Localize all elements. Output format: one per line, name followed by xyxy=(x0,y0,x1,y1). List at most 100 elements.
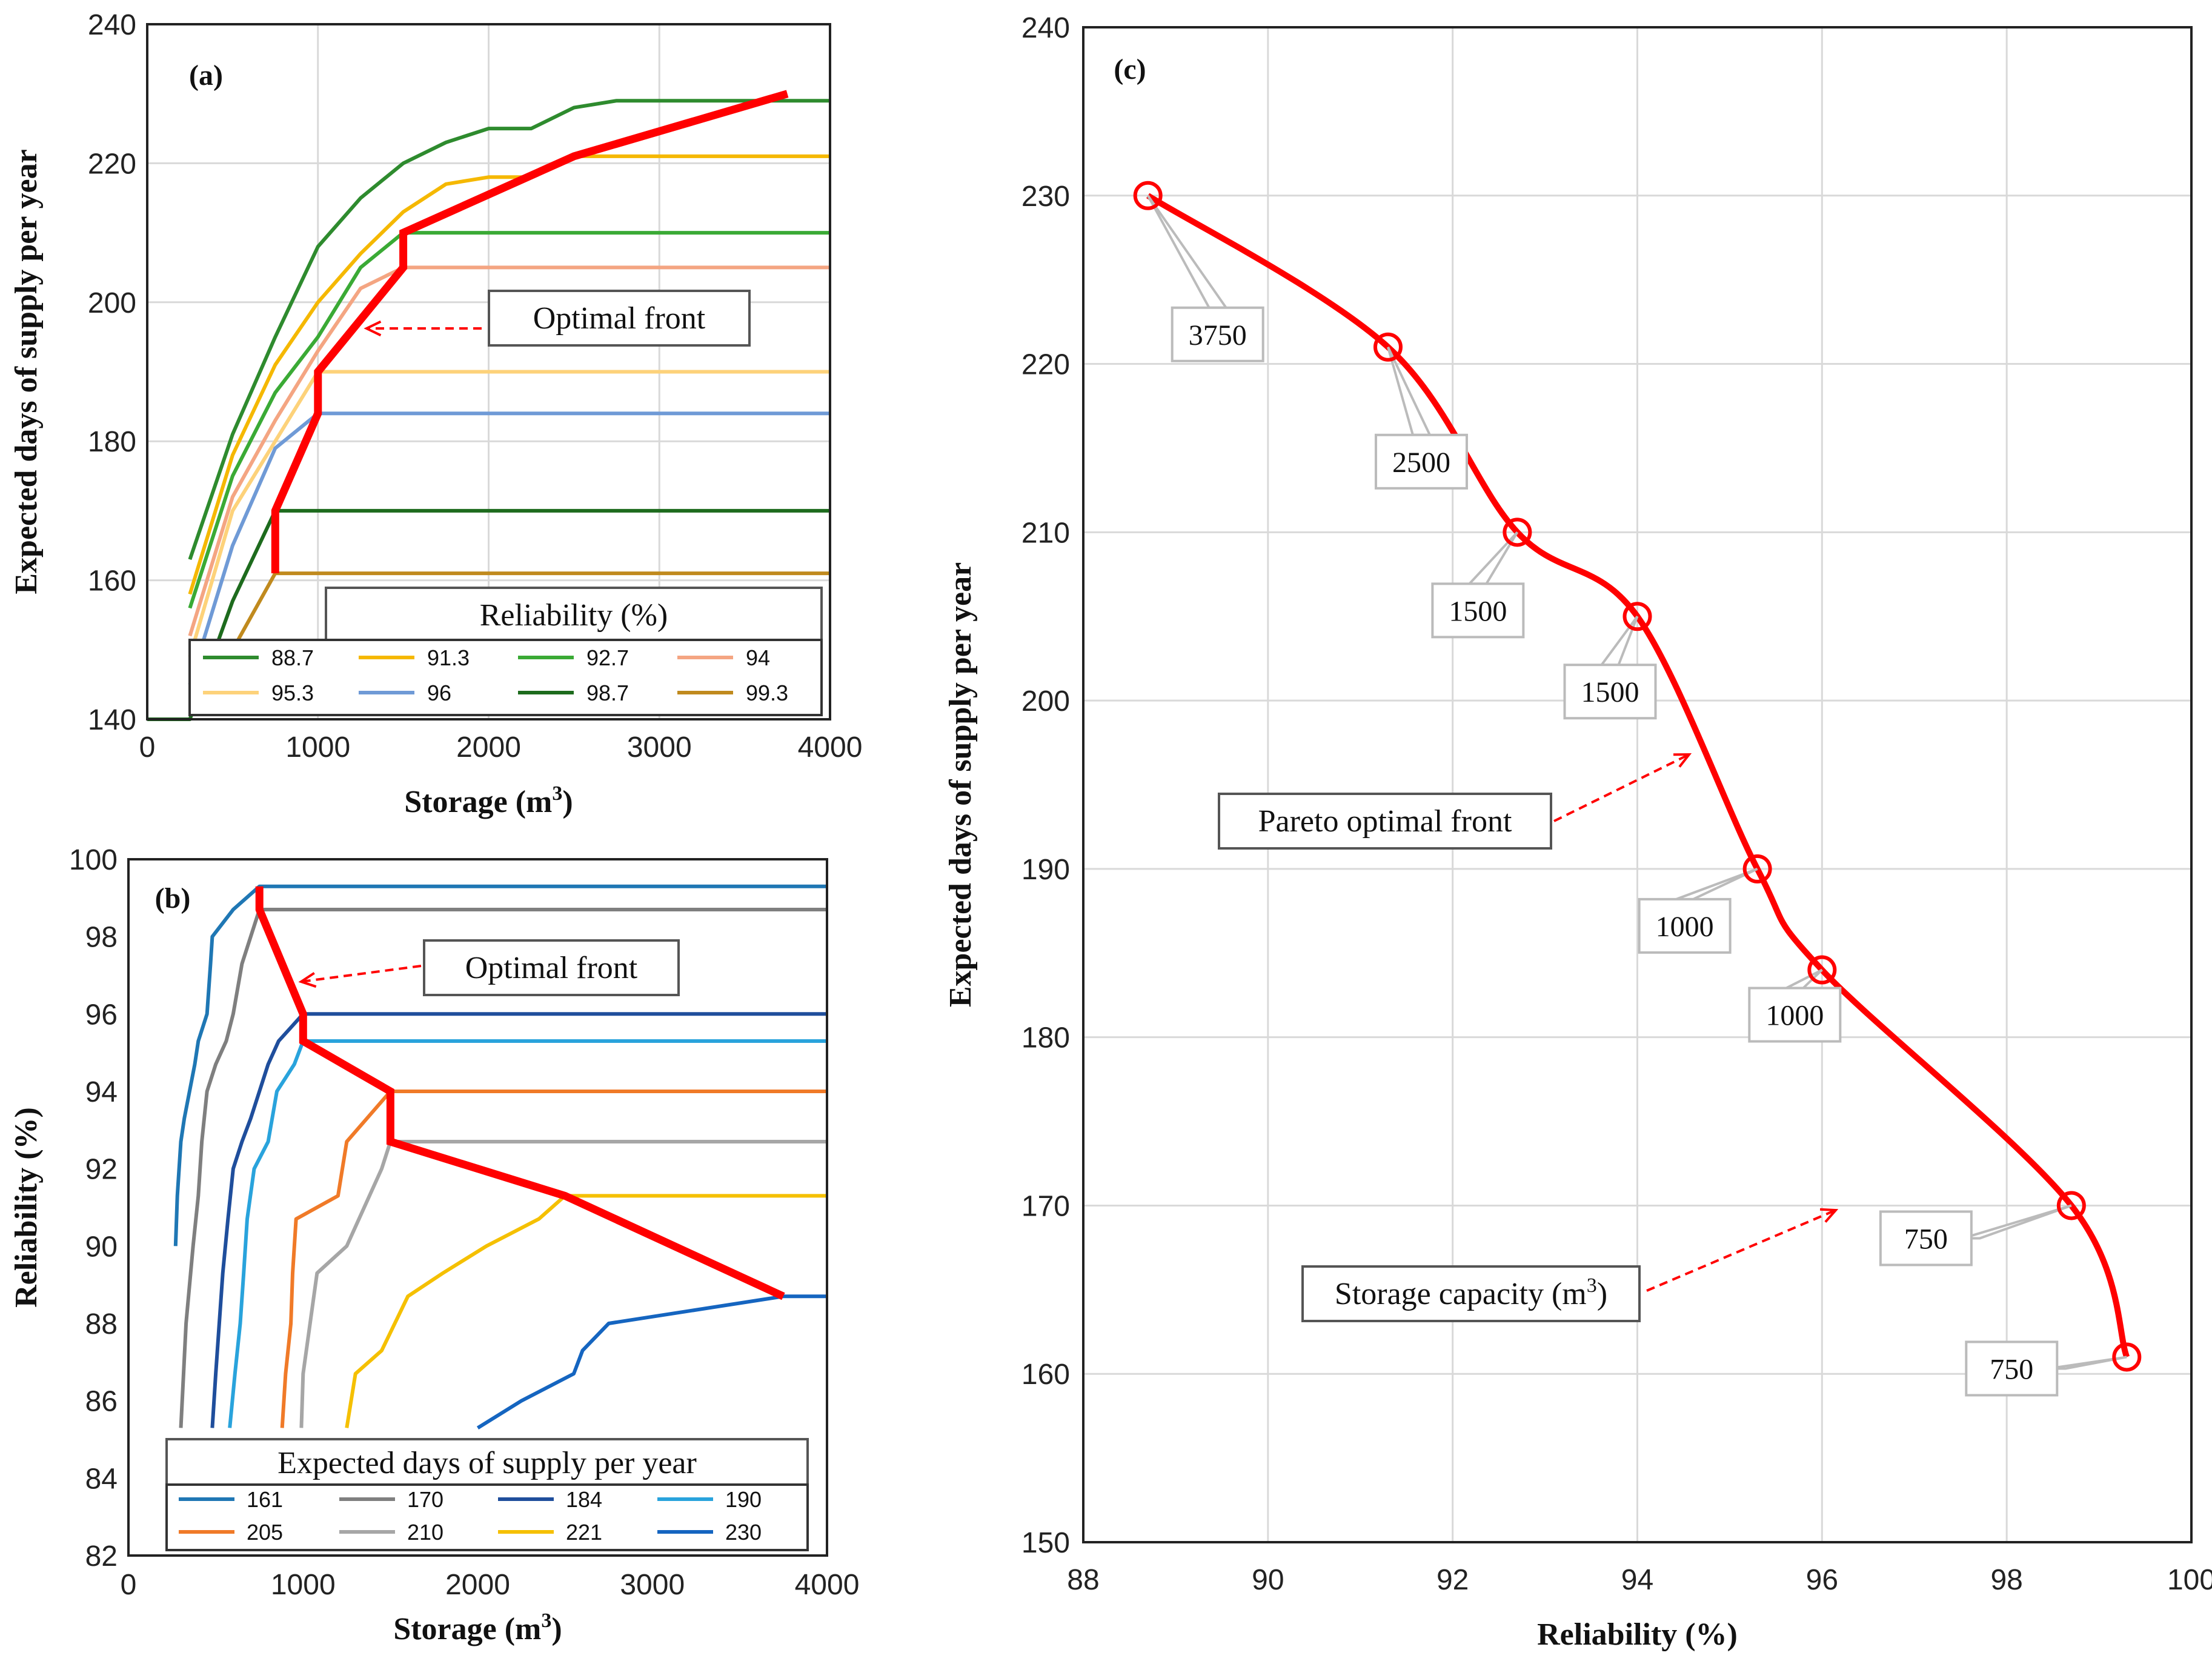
annotation-arrow xyxy=(301,965,422,983)
y-tick-label: 190 xyxy=(1021,854,1070,886)
x-tick-label: 2000 xyxy=(445,1569,510,1601)
callout-pointer xyxy=(1599,616,1639,667)
plot-frame xyxy=(146,23,831,721)
legend-entry: 94 xyxy=(746,645,770,670)
x-axis-title: Storage (m3) xyxy=(404,782,573,819)
data-point-marker xyxy=(1503,518,1532,547)
optimal-front-line xyxy=(255,886,785,1300)
x-tick-label: 4000 xyxy=(798,731,863,764)
x-tick-label: 4000 xyxy=(795,1569,860,1601)
panel-label: (a) xyxy=(189,59,223,92)
storage-label: 1000 xyxy=(1656,911,1714,943)
series-line-190 xyxy=(228,1039,827,1428)
legend-entry: 88.7 xyxy=(271,645,314,670)
callout-box xyxy=(1748,987,1842,1043)
legend-entry: 92.7 xyxy=(586,645,629,670)
x-tick-label: 94 xyxy=(1621,1564,1653,1596)
callout-pointer xyxy=(1785,968,1823,990)
series-line-205 xyxy=(280,1090,827,1428)
series-line-95.3 xyxy=(188,370,830,657)
data-point-marker xyxy=(2056,1191,2086,1220)
y-tick-label: 86 xyxy=(85,1386,118,1418)
y-tick-label: 160 xyxy=(1021,1359,1070,1391)
x-tick-label: 90 xyxy=(1252,1564,1284,1596)
storage-label: 750 xyxy=(1904,1223,1948,1255)
storage-label: 750 xyxy=(1990,1353,2033,1385)
annotation-storage-box xyxy=(1301,1265,1641,1322)
series-line-230 xyxy=(476,1294,827,1429)
series-line-210 xyxy=(299,1140,827,1428)
series-line-170 xyxy=(179,908,827,1428)
panel-label: (c) xyxy=(1114,53,1146,85)
arrow-head xyxy=(364,320,382,337)
panel-c: 150 160 170 180 190 200 210 220 230 240 88 90 92 94 96… xyxy=(943,12,2212,1652)
callout-pointer xyxy=(1146,195,1229,309)
y-tick-label: 96 xyxy=(85,999,118,1031)
legend-entry: 184 xyxy=(566,1487,602,1512)
y-tick-label: 170 xyxy=(1021,1190,1070,1222)
data-point-marker xyxy=(1373,332,1403,362)
callout-pointer xyxy=(1466,531,1519,585)
x-axis-title-sup: 3 xyxy=(541,1609,551,1632)
y-tick-label: 98 xyxy=(85,922,118,954)
annotation-storage-capacity: Storage capacity (m3) xyxy=(1335,1274,1607,1311)
callout-pointer xyxy=(1962,1204,2072,1240)
y-tick-label: 84 xyxy=(85,1463,118,1495)
y-axis-title: Expected days of supply per year xyxy=(943,562,978,1007)
y-tick-label: 140 xyxy=(88,704,136,736)
callout-box xyxy=(1879,1210,1973,1266)
plot-frame xyxy=(1082,26,2193,1543)
legend-entry: 190 xyxy=(725,1487,762,1512)
x-axis-title: Reliability (%) xyxy=(1537,1617,1738,1652)
x-tick-label: 88 xyxy=(1067,1564,1099,1596)
annotation-optimal-front: Optimal front xyxy=(533,301,706,336)
legend: 161 170 184 190 205 210 221 230 xyxy=(165,1483,809,1551)
y-tick-label: 88 xyxy=(85,1308,118,1340)
legend-box xyxy=(165,1483,809,1551)
pareto-front-line xyxy=(1146,193,2130,1359)
legend-entry: 210 xyxy=(407,1520,443,1545)
optimal-front-line xyxy=(271,90,789,574)
series-line-88.7 xyxy=(188,99,830,561)
legend-entry: 96 xyxy=(427,681,451,705)
y-tick-label: 100 xyxy=(69,844,118,876)
y-tick-label: 180 xyxy=(1021,1022,1070,1054)
annotation-optimal-front-box xyxy=(488,290,751,347)
storage-label: 2500 xyxy=(1392,447,1450,479)
y-tick-label: 150 xyxy=(1021,1527,1070,1559)
legend-entry: 98.7 xyxy=(586,681,629,705)
y-tick-label: 94 xyxy=(85,1076,118,1108)
series-line-184 xyxy=(210,1012,827,1428)
y-tick-label: 90 xyxy=(85,1231,118,1263)
plot-frame xyxy=(127,858,828,1557)
y-axis-title: Reliability (%) xyxy=(9,1107,44,1308)
arrow-head xyxy=(298,972,317,988)
y-tick-label: 200 xyxy=(1021,685,1070,717)
x-tick-label: 1000 xyxy=(271,1569,336,1601)
x-tick-label: 0 xyxy=(121,1569,137,1601)
panel-a: 140 160 180 200 220 240 0 1000 2000 3000 4000 (a) St… xyxy=(9,9,862,819)
series-line-96 xyxy=(188,411,830,685)
callout-box xyxy=(1563,664,1657,720)
arrow-head xyxy=(1819,1208,1839,1223)
y-tick-label: 240 xyxy=(88,9,136,41)
annotation-pareto-front: Pareto optimal front xyxy=(1258,804,1512,839)
storage-label: 1000 xyxy=(1765,1000,1824,1032)
annotation-optimal-front-box xyxy=(423,939,680,996)
x-tick-label: 1000 xyxy=(285,731,350,764)
legend-title-box xyxy=(165,1438,809,1488)
y-tick-label: 200 xyxy=(88,287,136,319)
y-tick-label: 230 xyxy=(1021,181,1070,213)
storage-label: 1500 xyxy=(1581,676,1639,708)
legend: 88.7 91.3 92.7 94 95.3 96 98.7 99.3 xyxy=(188,639,823,716)
y-tick-label: 160 xyxy=(88,565,136,597)
callout-box xyxy=(1374,433,1468,490)
x-tick-label: 0 xyxy=(139,731,156,764)
callout-box xyxy=(1171,306,1264,362)
annotation-arrow-storage xyxy=(1646,1209,1836,1292)
x-tick-label: 3000 xyxy=(627,731,692,764)
storage-label: 3750 xyxy=(1189,319,1247,351)
y-tick-label: 210 xyxy=(1021,517,1070,549)
